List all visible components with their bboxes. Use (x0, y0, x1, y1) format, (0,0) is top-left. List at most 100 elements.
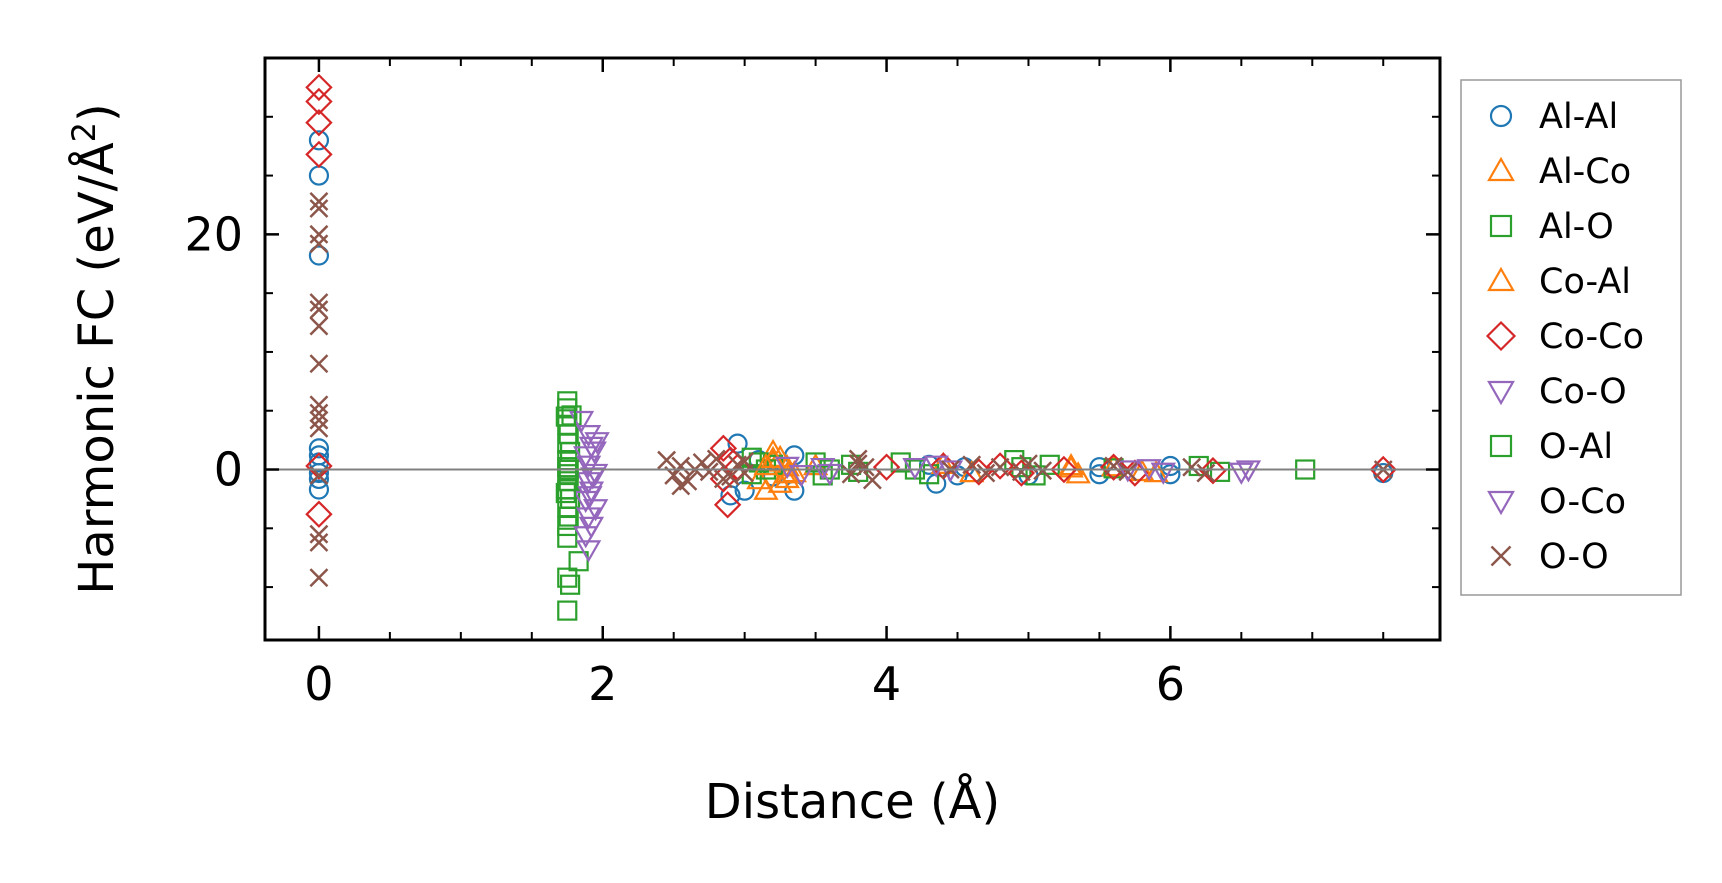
data-point (990, 457, 1010, 477)
data-point (568, 551, 589, 572)
legend-label: O-Al (1539, 427, 1613, 467)
data-point (788, 465, 815, 488)
data-point (573, 490, 599, 514)
data-point (1115, 460, 1141, 483)
data-point (1050, 455, 1078, 484)
data-point (774, 465, 800, 489)
data-point (1104, 456, 1124, 476)
y-tick-label: 20 (184, 207, 243, 261)
data-point (774, 456, 800, 480)
y-axis-title-main: Harmonic FC (eV/Å (68, 142, 125, 595)
data-point (560, 574, 581, 595)
data-point (309, 418, 329, 438)
data-point (671, 476, 691, 496)
legend-label: O-O (1539, 537, 1609, 577)
legend-marker (1485, 320, 1517, 352)
data-point (305, 87, 333, 116)
legend-marker (1487, 156, 1515, 182)
data-point (575, 540, 602, 563)
x-tick-label: 2 (588, 657, 617, 711)
y-axis-title-superscript: 2 (65, 122, 103, 142)
data-point (309, 403, 329, 423)
data-point (582, 499, 609, 522)
data-point (309, 234, 329, 254)
data-point (965, 458, 993, 486)
data-point (577, 486, 603, 509)
data-point (1039, 454, 1060, 475)
data-point (805, 452, 826, 473)
data-point (1129, 458, 1155, 482)
data-point (309, 293, 329, 312)
legend-marker (1489, 104, 1513, 128)
data-point (1209, 461, 1231, 482)
data-point (580, 467, 606, 490)
data-point (1196, 463, 1216, 483)
data-point (734, 480, 755, 501)
data-point (308, 245, 330, 266)
legend-label: Co-O (1539, 372, 1627, 412)
data-point (1228, 462, 1255, 485)
legend-label: Al-Co (1539, 152, 1631, 192)
data-point (713, 491, 742, 519)
data-point (657, 450, 677, 470)
data-point (309, 395, 329, 415)
data-point (812, 465, 833, 486)
series-al-al (308, 130, 1394, 506)
legend-label: Al-O (1539, 207, 1614, 247)
y-axis-title: Harmonic FC (eV/Å2) (65, 103, 125, 595)
data-point (308, 130, 330, 151)
axis-ticks (265, 57, 1440, 640)
data-point (1150, 462, 1176, 485)
data-point (305, 140, 333, 169)
x-tick-label: 4 (872, 657, 901, 711)
data-point (902, 457, 928, 481)
data-point (309, 316, 329, 336)
legend-label: O-Co (1539, 482, 1626, 522)
data-point (872, 453, 901, 481)
data-point (1369, 455, 1397, 484)
x-tick-label: 0 (304, 657, 333, 711)
data-point (557, 600, 578, 621)
legend-label: Co-Co (1539, 317, 1644, 357)
data-point (1182, 457, 1202, 477)
data-point (709, 434, 738, 463)
data-point (862, 470, 882, 490)
data-point (930, 451, 957, 475)
data-point (1235, 460, 1262, 483)
data-point (706, 449, 726, 469)
data-point (671, 456, 691, 476)
data-point (1099, 453, 1128, 481)
data-point (308, 165, 330, 186)
data-point (557, 515, 578, 537)
legend-marker (1487, 380, 1515, 406)
legend: Al-Al Al-Co Al-O Co-Al Co-Co Co-O O-Al O-Co O-O (1460, 79, 1682, 596)
data-point (1143, 460, 1169, 483)
data-point (305, 452, 333, 480)
legend-marker (1490, 545, 1512, 567)
data-point (817, 463, 843, 487)
data-point (1199, 456, 1227, 485)
tick-labels: 0 2 4 6 0 20 (184, 207, 1185, 711)
legend-marker (1487, 490, 1515, 516)
legend-marker (1489, 214, 1513, 238)
data-point (309, 354, 329, 374)
data-point (573, 526, 599, 549)
data-point (581, 441, 607, 464)
legend-marker (1489, 434, 1513, 458)
x-axis-title: Distance (Å) (705, 773, 1000, 830)
data-point (309, 224, 329, 244)
data-point (308, 438, 330, 459)
data-point (575, 425, 602, 448)
data-point (309, 532, 329, 552)
data-points-layer (305, 73, 1397, 621)
data-point (937, 460, 964, 483)
data-point (575, 455, 602, 478)
data-point (308, 462, 330, 484)
data-point (721, 467, 740, 487)
series-o-o (309, 192, 1393, 588)
data-point (810, 457, 836, 481)
data-point (1373, 462, 1394, 484)
data-point (890, 452, 911, 473)
data-point (1160, 464, 1181, 485)
data-point (305, 108, 333, 137)
